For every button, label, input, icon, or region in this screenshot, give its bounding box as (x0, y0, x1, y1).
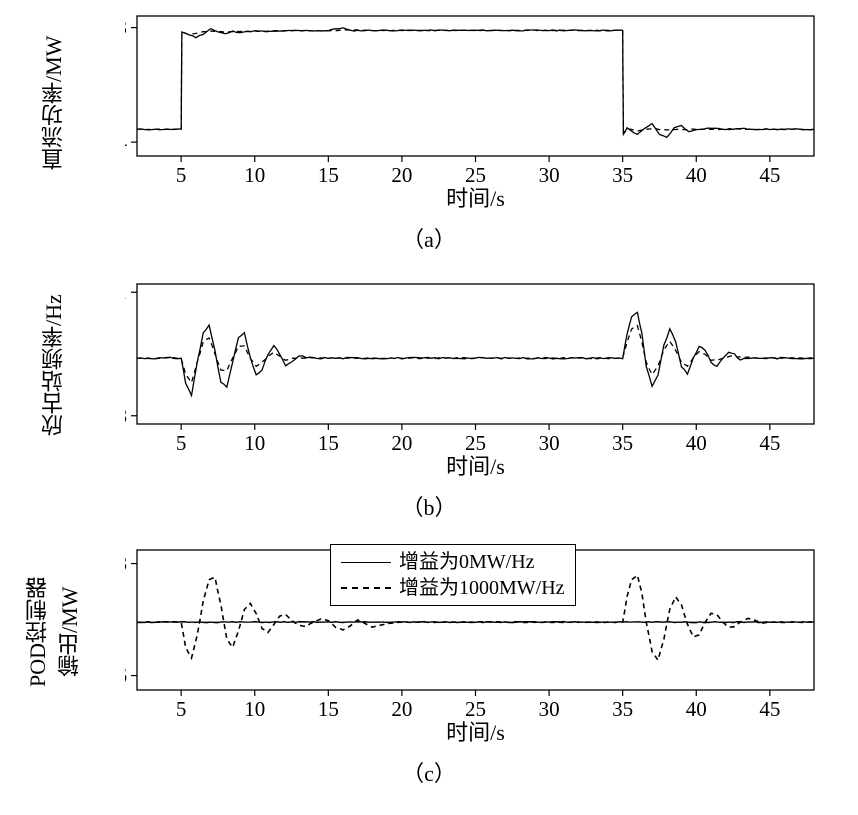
figure-page: { "global": { "xaxis": { "label": "时间/s"… (0, 0, 858, 815)
panel-a-ylabel: 直流功率/MW (38, 28, 70, 178)
svg-text:10: 10 (244, 431, 265, 455)
panel-c-plot: 5 10 15 20 25 30 35 40 45 时间/s −126 138 增益为0MW/Hz 增… (125, 542, 818, 742)
panel-a-plot: 5 10 15 20 25 30 35 40 45 时间/s 204 1063 (125, 8, 818, 208)
legend-line-dashed-icon (341, 587, 391, 589)
svg-text:10: 10 (244, 163, 265, 187)
svg-text:20: 20 (391, 163, 412, 187)
svg-text:45: 45 (759, 163, 780, 187)
svg-text:35: 35 (612, 697, 633, 721)
panel-a-sublabel: （a） (0, 222, 858, 254)
legend-line-solid-icon (341, 562, 391, 563)
svg-text:25: 25 (465, 163, 486, 187)
svg-text:15: 15 (318, 697, 339, 721)
svg-text:10: 10 (244, 697, 265, 721)
svg-text:45: 45 (759, 697, 780, 721)
panel-b-plot: 5 10 15 20 25 30 35 40 45 时间/s 59.8 60.1 (125, 276, 818, 476)
svg-text:30: 30 (539, 163, 560, 187)
svg-text:60.1: 60.1 (125, 280, 127, 304)
svg-text:138: 138 (125, 552, 127, 576)
svg-text:20: 20 (391, 697, 412, 721)
svg-text:−126: −126 (125, 664, 127, 688)
legend-row-solid: 增益为0MW/Hz (341, 549, 565, 575)
svg-text:20: 20 (391, 431, 412, 455)
svg-text:35: 35 (612, 431, 633, 455)
legend-row-dashed: 增益为1000MW/Hz (341, 575, 565, 601)
panel-b-sublabel: （b） (0, 490, 858, 522)
panel-c-legend: 增益为0MW/Hz 增益为1000MW/Hz (330, 544, 576, 606)
svg-text:1063: 1063 (125, 16, 127, 40)
panel-c-sublabel: （c） (0, 756, 858, 788)
svg-text:25: 25 (465, 431, 486, 455)
svg-text:5: 5 (176, 431, 187, 455)
legend-label-solid: 增益为0MW/Hz (399, 549, 535, 575)
svg-text:59.8: 59.8 (125, 404, 127, 428)
svg-text:204: 204 (125, 130, 128, 154)
panel-c-ylabel: POD控制器 输出/MW (22, 554, 86, 709)
svg-text:40: 40 (686, 431, 707, 455)
svg-text:时间/s: 时间/s (446, 454, 505, 476)
panel-b: 欣古站频率/Hz 5 10 15 20 25 30 35 40 45 时间/s 59.8 60.1 （… (0, 276, 858, 522)
svg-text:5: 5 (176, 163, 187, 187)
svg-text:时间/s: 时间/s (446, 720, 505, 742)
panel-a: 直流功率/MW 5 10 15 20 25 30 35 40 45 时间/s 204 1063 （a） (0, 8, 858, 254)
svg-text:45: 45 (759, 431, 780, 455)
svg-text:15: 15 (318, 431, 339, 455)
panel-c: POD控制器 输出/MW 5 10 15 20 25 30 35 40 45 时间/s −126 13… (0, 542, 858, 788)
svg-text:40: 40 (686, 697, 707, 721)
svg-text:30: 30 (539, 697, 560, 721)
svg-text:15: 15 (318, 163, 339, 187)
svg-text:25: 25 (465, 697, 486, 721)
svg-text:40: 40 (686, 163, 707, 187)
panel-a-svg: 5 10 15 20 25 30 35 40 45 时间/s 204 1063 (125, 8, 818, 208)
panel-b-svg: 5 10 15 20 25 30 35 40 45 时间/s 59.8 60.1 (125, 276, 818, 476)
svg-text:5: 5 (176, 697, 187, 721)
legend-label-dashed: 增益为1000MW/Hz (399, 575, 565, 601)
panel-b-ylabel: 欣古站频率/Hz (38, 288, 70, 443)
svg-text:30: 30 (539, 431, 560, 455)
svg-text:35: 35 (612, 163, 633, 187)
svg-text:时间/s: 时间/s (446, 186, 505, 208)
